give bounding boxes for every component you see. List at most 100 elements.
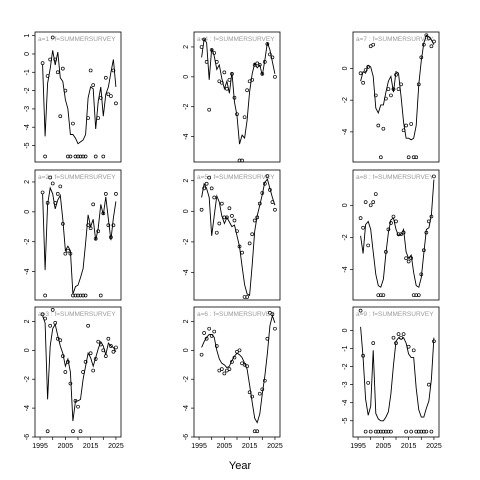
data-point: [114, 101, 118, 106]
data-point: [401, 230, 406, 235]
data-point: [86, 223, 90, 228]
data-point: [103, 354, 108, 358]
data-point: [255, 215, 260, 220]
y-tick-label: 2: [183, 179, 190, 183]
data-point: [106, 92, 111, 97]
data-point: [43, 316, 47, 321]
y-tick-label: -4: [183, 133, 190, 139]
data-point: [204, 181, 209, 186]
data-point: [371, 341, 376, 345]
data-point: [225, 86, 229, 91]
data-point: [207, 326, 212, 331]
data-point: [199, 45, 204, 49]
data-point: [103, 192, 108, 196]
data-point: [78, 429, 83, 434]
data-point: [376, 293, 381, 298]
series-line: [201, 38, 276, 145]
data-point: [421, 429, 426, 434]
data-point: [252, 218, 257, 223]
data-point: [109, 94, 113, 98]
series-line: [360, 34, 435, 141]
panel-strip-label: a=4 : f=SUMMERSURVEY: [197, 36, 275, 43]
data-point: [222, 70, 227, 75]
data-point: [114, 345, 118, 350]
data-point: [358, 308, 363, 313]
data-point: [217, 221, 222, 226]
data-point: [389, 221, 393, 225]
data-point: [50, 181, 55, 186]
data-point: [212, 195, 217, 200]
data-point: [66, 360, 70, 364]
data-point: [60, 66, 65, 71]
data-point: [111, 223, 116, 228]
data-point: [429, 44, 434, 49]
data-point: [81, 370, 85, 374]
panel: a=2 : f=SUMMERSURVEY 2 0 -2 -4: [24, 169, 122, 301]
data-point: [242, 295, 247, 299]
data-point: [60, 354, 65, 358]
x-tick-label: 2015: [83, 443, 99, 450]
data-point: [214, 344, 219, 348]
y-tick-label: 0: [342, 203, 349, 207]
panel-frame: [352, 306, 440, 438]
panel-strip-label: a=8 : f=SUMMERSURVEY: [356, 174, 434, 181]
data-point: [86, 116, 90, 120]
data-point: [88, 68, 93, 73]
data-point: [212, 51, 217, 55]
data-point: [358, 216, 363, 220]
y-tick-label: -1: [342, 345, 349, 351]
data-point: [406, 259, 411, 264]
data-point: [101, 348, 106, 353]
panel: a=4 : f=SUMMERSURVEY 2 0 -2 -4: [183, 31, 281, 163]
data-point: [416, 429, 421, 434]
data-point: [63, 251, 68, 256]
data-point: [396, 332, 401, 336]
data-point: [250, 394, 255, 399]
series-line: [360, 179, 435, 288]
y-tick-label: -2: [183, 239, 190, 245]
data-point: [45, 74, 50, 78]
panel: a=1 : f=SUMMERSURVEY 1 0 -1 -2 -3 -4 -5: [24, 31, 122, 163]
y-tick-label: 1: [24, 34, 31, 38]
data-point: [270, 55, 275, 60]
data-point: [40, 190, 45, 195]
data-point: [260, 191, 265, 195]
data-point: [384, 429, 388, 434]
data-point: [230, 360, 234, 364]
data-point: [91, 202, 96, 207]
data-point: [237, 244, 242, 249]
y-tick-label: 2: [24, 180, 31, 184]
data-point: [389, 93, 393, 98]
panel-strip-label: a=7 : f=SUMMERSURVEY: [356, 36, 434, 43]
data-point: [73, 293, 78, 298]
data-point: [250, 232, 255, 237]
data-point: [209, 334, 214, 338]
panel-strip-label: a=1 : f=SUMMERSURVEY: [38, 36, 116, 43]
series-line: [201, 178, 276, 297]
data-point: [268, 188, 272, 192]
x-tick-label: 2005: [217, 443, 233, 450]
data-point: [260, 71, 265, 76]
data-point: [219, 367, 224, 371]
data-point: [421, 248, 426, 253]
y-tick-label: 0: [24, 348, 31, 352]
x-tick-label: 1995: [350, 443, 366, 450]
data-point: [376, 429, 381, 434]
data-point: [227, 206, 232, 211]
data-point: [60, 221, 65, 226]
data-point: [257, 391, 262, 396]
data-point: [98, 96, 103, 100]
x-tick-label: 2015: [401, 443, 417, 450]
data-point: [265, 336, 270, 341]
data-point: [409, 429, 414, 434]
data-point: [245, 364, 249, 369]
data-point: [199, 352, 204, 357]
data-point: [237, 348, 242, 353]
data-point: [45, 201, 50, 205]
data-point: [411, 293, 416, 298]
data-point: [93, 236, 98, 241]
data-point: [232, 355, 237, 360]
data-point: [53, 321, 58, 325]
data-point: [207, 175, 212, 180]
x-axis-label: Year: [229, 460, 252, 472]
